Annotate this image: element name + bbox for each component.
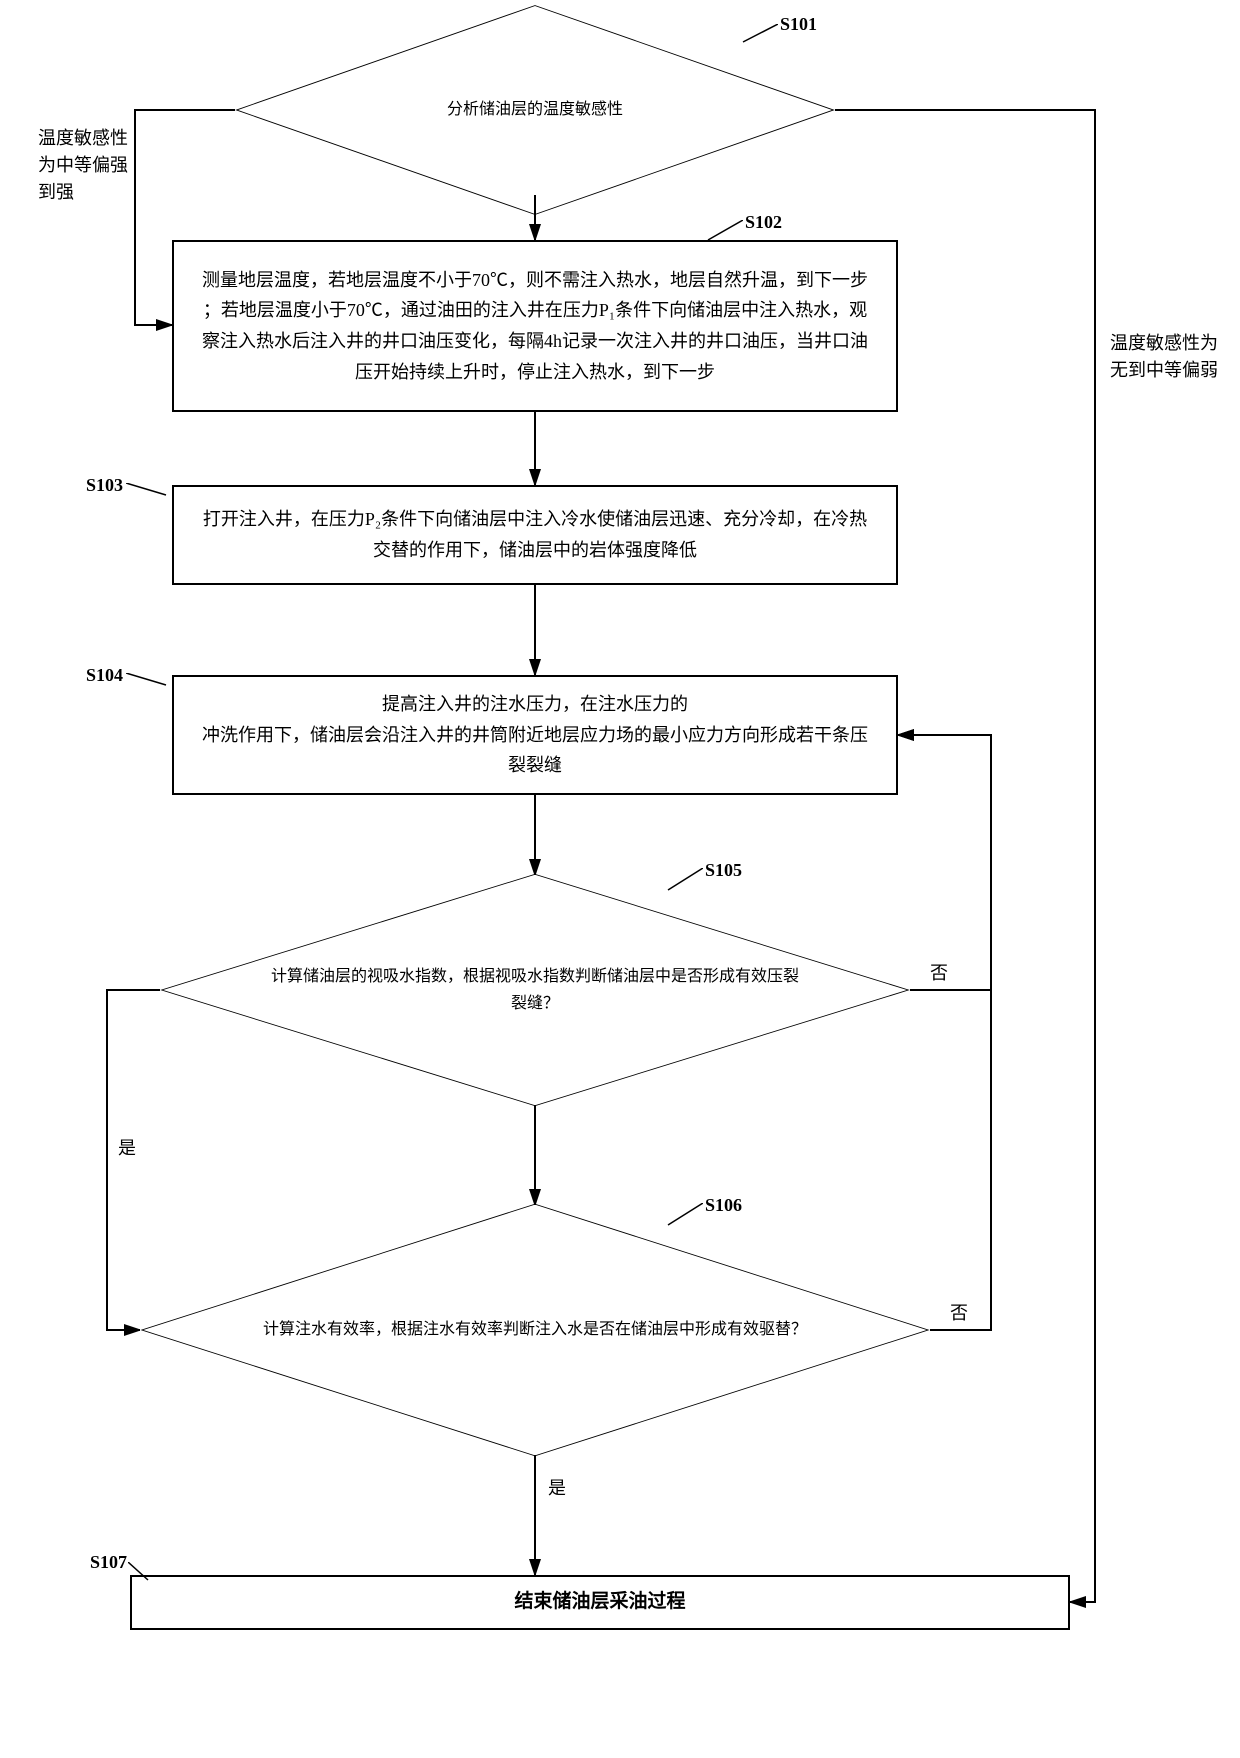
node-s103: 打开注入井，在压力P₂条件下向储油层中注入冷水使储油层迅速、充分冷却，在冷热交替…	[172, 485, 898, 585]
s105-text: 计算储油层的视吸水指数，根据视吸水指数判断储油层中是否形成有效压裂裂缝？	[270, 963, 800, 1017]
node-s106: 计算注水有效率，根据注水有效率判断注入水是否在储油层中形成有效驱替？	[140, 1205, 930, 1455]
s104-label: S104	[86, 665, 123, 686]
node-s104: 提高注入井的注水压力，在注水压力的 冲洗作用下，储油层会沿注入井的井筒附近地层应…	[172, 675, 898, 795]
s104-text: 提高注入井的注水压力，在注水压力的 冲洗作用下，储油层会沿注入井的井筒附近地层应…	[194, 689, 876, 781]
s105-label: S105	[705, 860, 742, 881]
edge-label-s105-yes: 是	[118, 1135, 136, 1162]
edge-label-s101-left: 温度敏感性 为中等偏强 到强	[38, 125, 128, 206]
edge-label-s106-no: 否	[950, 1300, 968, 1327]
s102-text: 测量地层温度，若地层温度不小于70℃，则不需注入热水，地层自然升温，到下一步 ；…	[194, 265, 876, 387]
s106-label: S106	[705, 1195, 742, 1216]
node-s101: 分析储油层的温度敏感性	[235, 25, 835, 195]
s107-text: 结束储油层采油过程	[514, 1586, 685, 1618]
s101-label: S101	[780, 14, 817, 35]
s103-label: S103	[86, 475, 123, 496]
node-s107: 结束储油层采油过程	[130, 1575, 1070, 1630]
s107-label: S107	[90, 1552, 127, 1573]
s102-label: S102	[745, 212, 782, 233]
s103-text: 打开注入井，在压力P₂条件下向储油层中注入冷水使储油层迅速、充分冷却，在冷热交替…	[194, 504, 876, 565]
node-s105: 计算储油层的视吸水指数，根据视吸水指数判断储油层中是否形成有效压裂裂缝？	[160, 875, 910, 1105]
s101-text: 分析储油层的温度敏感性	[447, 96, 623, 123]
node-s102: 测量地层温度，若地层温度不小于70℃，则不需注入热水，地层自然升温，到下一步 ；…	[172, 240, 898, 412]
edge-label-s106-yes: 是	[548, 1475, 566, 1502]
edge-label-s105-no: 否	[930, 960, 948, 987]
flowchart-container: 分析储油层的温度敏感性 S101 测量地层温度，若地层温度不小于70℃，则不需注…	[0, 0, 1240, 1758]
s106-text: 计算注水有效率，根据注水有效率判断注入水是否在储油层中形成有效驱替？	[263, 1316, 807, 1343]
edge-label-s101-right: 温度敏感性为 无到中等偏弱	[1110, 330, 1218, 384]
